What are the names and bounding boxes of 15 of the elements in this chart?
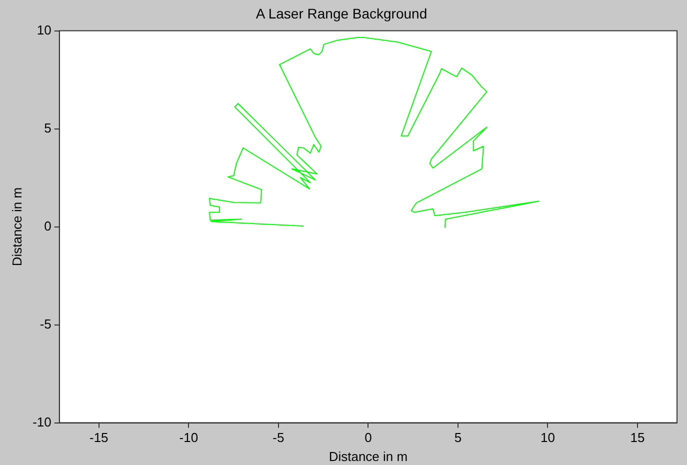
y-tick-label: 5 — [44, 120, 52, 136]
x-tick-label: -5 — [272, 430, 284, 446]
y-tick-label: -10 — [32, 414, 52, 430]
y-tick-label: -5 — [40, 316, 52, 332]
x-tick-label: -15 — [89, 430, 108, 446]
y-axis-title: Distance in m — [9, 187, 24, 266]
x-tick-label: 5 — [454, 430, 462, 446]
y-tick-label: 10 — [36, 22, 52, 38]
chart-title: A Laser Range Background — [256, 5, 428, 22]
x-tick-label: 15 — [630, 430, 645, 446]
y-tick-label: 0 — [44, 218, 52, 234]
x-tick-label: -10 — [179, 430, 198, 446]
x-tick-label: 0 — [364, 430, 372, 446]
x-axis-title: Distance in m — [328, 448, 408, 464]
x-tick-label: 10 — [540, 430, 555, 446]
